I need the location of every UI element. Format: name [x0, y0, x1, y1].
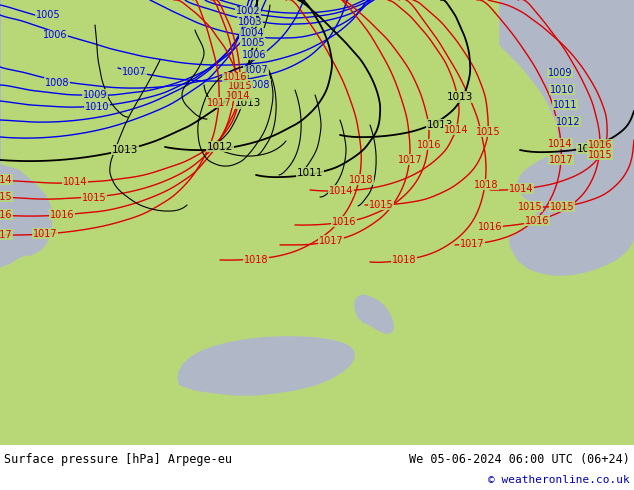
Text: 1013: 1013	[447, 92, 473, 102]
Text: 1007: 1007	[243, 65, 268, 75]
Text: 1012: 1012	[555, 117, 580, 127]
Text: 1014: 1014	[508, 184, 533, 194]
Text: 1015: 1015	[0, 192, 12, 202]
Polygon shape	[518, 0, 634, 207]
Text: 1014: 1014	[63, 177, 87, 187]
Text: 1017: 1017	[207, 98, 231, 108]
Text: 1016: 1016	[478, 222, 502, 232]
Text: 1005: 1005	[36, 10, 60, 20]
Text: 1003: 1003	[238, 17, 262, 27]
Text: 1017: 1017	[319, 236, 344, 246]
Text: 1016: 1016	[332, 217, 356, 227]
Text: 1016: 1016	[49, 210, 74, 220]
Text: 1016: 1016	[223, 72, 247, 82]
Text: 1015: 1015	[518, 202, 542, 212]
Text: 1013: 1013	[235, 98, 261, 108]
Text: 1017: 1017	[33, 229, 57, 239]
Text: 1006: 1006	[242, 50, 266, 60]
Text: 1018: 1018	[474, 180, 498, 190]
Text: 1013: 1013	[577, 144, 603, 154]
Polygon shape	[500, 0, 634, 275]
Text: 1009: 1009	[83, 90, 107, 100]
Text: 1010: 1010	[85, 102, 109, 112]
Text: 1014: 1014	[226, 91, 250, 101]
Text: 1017: 1017	[0, 230, 12, 240]
Text: 1007: 1007	[122, 67, 146, 77]
Text: 1015: 1015	[588, 150, 612, 160]
Text: 1016: 1016	[588, 140, 612, 150]
Polygon shape	[355, 295, 393, 333]
Text: 1011: 1011	[553, 100, 577, 110]
Text: 1017: 1017	[460, 239, 484, 249]
Text: 1013: 1013	[427, 120, 453, 130]
Text: 1014: 1014	[444, 125, 469, 135]
Text: 1008: 1008	[45, 78, 69, 88]
Text: 1006: 1006	[42, 30, 67, 40]
Text: 1004: 1004	[240, 28, 264, 38]
Text: 1017: 1017	[548, 155, 573, 165]
Text: 1014: 1014	[548, 139, 573, 149]
Text: 1016: 1016	[417, 140, 441, 150]
Text: 1018: 1018	[392, 255, 417, 265]
Text: 1014: 1014	[0, 175, 12, 185]
Text: Surface pressure [hPa] Arpege-eu: Surface pressure [hPa] Arpege-eu	[4, 453, 232, 466]
Text: 1016: 1016	[0, 210, 12, 220]
Text: 1013: 1013	[112, 145, 138, 155]
Text: 1012: 1012	[207, 142, 233, 152]
Text: 1015: 1015	[369, 200, 393, 210]
Text: 1002: 1002	[236, 6, 261, 16]
Text: 1008: 1008	[246, 80, 270, 90]
Text: 1005: 1005	[241, 38, 265, 48]
Text: 1015: 1015	[228, 81, 252, 91]
Text: 1010: 1010	[550, 85, 574, 95]
Text: 1011: 1011	[297, 168, 323, 178]
Text: We 05-06-2024 06:00 UTC (06+24): We 05-06-2024 06:00 UTC (06+24)	[409, 453, 630, 466]
Polygon shape	[178, 337, 354, 395]
Text: 1018: 1018	[243, 255, 268, 265]
Text: 1018: 1018	[349, 175, 373, 185]
Polygon shape	[0, 0, 52, 267]
Text: 1014: 1014	[329, 186, 353, 196]
Text: © weatheronline.co.uk: © weatheronline.co.uk	[488, 475, 630, 485]
Text: 1015: 1015	[476, 127, 500, 137]
Text: 1015: 1015	[550, 202, 574, 212]
Text: 1016: 1016	[525, 216, 549, 226]
Text: 1017: 1017	[398, 155, 422, 165]
Text: 1009: 1009	[548, 68, 573, 78]
Text: 1015: 1015	[82, 193, 107, 203]
